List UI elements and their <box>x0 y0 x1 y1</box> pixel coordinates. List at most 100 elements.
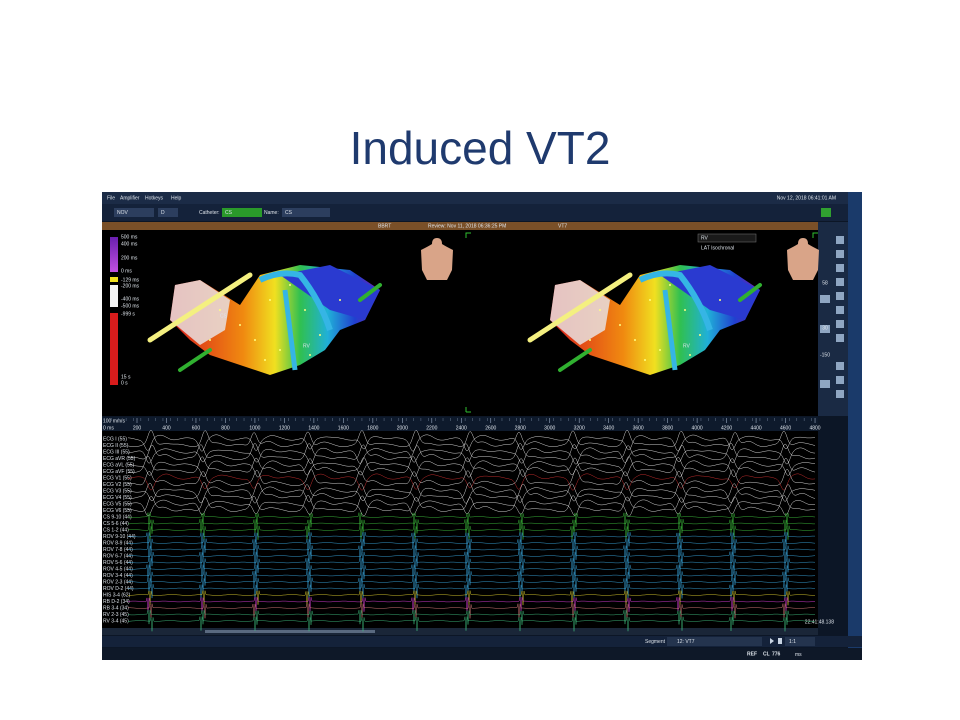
tool-icon[interactable] <box>820 325 830 333</box>
ruler-tick-label: 1800 <box>367 425 378 431</box>
ruler-tick-label: 2400 <box>456 425 467 431</box>
name-dropdown[interactable] <box>282 208 330 217</box>
signal-trace <box>127 429 816 447</box>
channel-label: CS 1-2 (44) <box>103 527 129 533</box>
tool-icon[interactable] <box>836 334 844 342</box>
ruler-tick-label: 2000 <box>397 425 408 431</box>
color-scale-label: 200 ms <box>121 255 138 261</box>
timer-scale-label: 15 s <box>121 374 131 380</box>
ruler-tick-label: 400 <box>162 425 171 431</box>
signal-trace <box>127 603 815 619</box>
signal-trace <box>128 616 815 632</box>
ruler-tick-label: 200 <box>133 425 142 431</box>
tool-icon[interactable] <box>836 250 844 258</box>
review-map: VT7 <box>558 223 567 229</box>
channel-label: ROV 6-7 (44) <box>103 553 133 559</box>
segment-time: 22:41:48.138 <box>805 619 834 625</box>
signal-trace <box>127 538 816 554</box>
cl-label: CL <box>763 651 770 657</box>
channel-label: ECG aVL (55) <box>103 462 135 468</box>
review-bar <box>102 222 818 230</box>
color-scale-early <box>110 237 118 272</box>
name-label: Name: <box>264 210 279 216</box>
play-button[interactable] <box>770 638 774 644</box>
channel-label: ECG V3 (55) <box>103 488 132 494</box>
ruler-tick-label: 4200 <box>721 425 732 431</box>
color-scale-label: 500 ms <box>121 234 138 240</box>
signal-trace <box>127 551 816 567</box>
channel-label: ECG V1 (55) <box>103 475 132 481</box>
time-origin: 0 ms <box>103 425 114 431</box>
segment-bar <box>102 636 862 647</box>
ruler-tick-label: 600 <box>192 425 201 431</box>
channel-label: ROV 4-5 (44) <box>103 566 133 572</box>
tool-icon[interactable] <box>836 362 844 370</box>
ruler-tick-label: 1400 <box>308 425 319 431</box>
channel-label: ECG aVR (55) <box>103 456 136 462</box>
ruler-tick-label: 3800 <box>662 425 673 431</box>
signal-trace <box>127 571 816 586</box>
signal-trace <box>127 486 816 504</box>
signal-trace <box>127 597 816 612</box>
side-value: -150 <box>820 352 830 358</box>
ruler-tick-label: 4800 <box>809 425 820 431</box>
channel-label: ROV 9-10 (44) <box>103 534 136 540</box>
catheter-select: CS <box>225 210 233 216</box>
ruler-tick-label: 1600 <box>338 425 349 431</box>
scrollbar <box>102 628 818 635</box>
signal-trace <box>127 455 816 473</box>
scroll-thumb[interactable] <box>205 630 375 633</box>
slide-title: Induced VT2 <box>350 122 611 174</box>
tool-icon[interactable] <box>836 236 844 244</box>
signal-trace <box>128 532 815 547</box>
menu-item: Hotkeys <box>145 195 164 201</box>
tool-icon[interactable] <box>820 380 830 388</box>
tool-icon[interactable] <box>836 390 844 398</box>
signal-trace <box>128 494 816 512</box>
zoom-dropdown[interactable] <box>785 637 815 646</box>
channel-label: RB 3-4 (34) <box>103 605 129 611</box>
map-dropdown[interactable] <box>114 208 154 217</box>
side-value: 58 <box>822 280 828 286</box>
segment-label: Segment <box>645 639 666 645</box>
channel-label: RB D-2 (34) <box>103 599 130 605</box>
segment-dropdown[interactable] <box>667 637 762 646</box>
signal-trace <box>127 558 815 573</box>
channel-label: ROV 8-9 (44) <box>103 540 133 546</box>
side-value: 30 <box>822 325 828 331</box>
menu-item: Help <box>171 195 182 201</box>
tool-icon[interactable] <box>836 278 844 286</box>
color-scale-marker <box>110 277 118 282</box>
tool-icon[interactable] <box>836 306 844 314</box>
ruler-tick-label: 3600 <box>633 425 644 431</box>
color-scale-label: 400 ms <box>121 241 138 247</box>
tool-icon[interactable] <box>836 292 844 300</box>
toolbar-button[interactable] <box>821 208 831 217</box>
tool-icon[interactable] <box>836 264 844 272</box>
map-catheter: RV <box>701 235 709 241</box>
view-select: D <box>161 210 165 216</box>
catheter-dropdown[interactable] <box>222 208 262 217</box>
view-dropdown[interactable] <box>158 208 178 217</box>
channel-label: ROV 5-6 (44) <box>103 560 133 566</box>
signal-trace <box>128 564 815 580</box>
menu-item: File <box>107 195 115 201</box>
app-window: File Amplifier Hotkeys Help Nov 12, 2018 06:… <box>102 192 862 660</box>
signal-trace <box>128 590 815 606</box>
timer-scale-label: 0 s <box>121 380 128 386</box>
status-bar <box>102 648 862 660</box>
tool-icon[interactable] <box>836 376 844 384</box>
segment-select: 12: VT7 <box>677 639 695 645</box>
ruler-tick-label: 3200 <box>574 425 585 431</box>
color-scale-label: -999 s <box>121 311 135 317</box>
channel-label: ECG III (55) <box>103 449 130 455</box>
signal-trace <box>128 481 816 499</box>
color-scale-label: -500 ms <box>121 303 140 309</box>
ruler-tick-label: 4400 <box>751 425 762 431</box>
map-catheter-dropdown[interactable] <box>697 233 757 243</box>
tool-icon[interactable] <box>820 295 830 303</box>
channel-label: ECG II (55) <box>103 443 129 449</box>
tool-icon[interactable] <box>836 320 844 328</box>
step-button[interactable] <box>778 638 782 644</box>
